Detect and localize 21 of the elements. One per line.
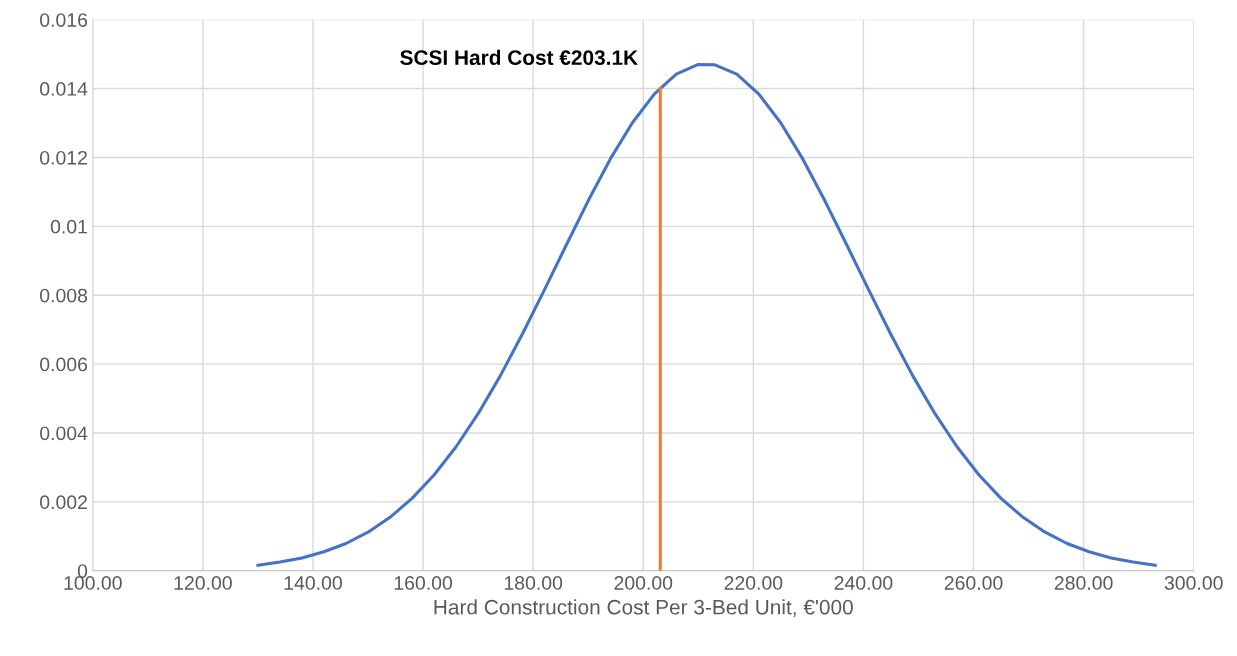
x-tick-label: 120.00 bbox=[174, 576, 232, 590]
x-tick-label: 160.00 bbox=[394, 576, 453, 590]
y-tick-label: 0.012 bbox=[40, 150, 87, 165]
x-tick-label: 140.00 bbox=[284, 576, 342, 590]
y-tick-label: 0.01 bbox=[50, 219, 87, 234]
y-tick-label: 0.014 bbox=[40, 82, 88, 96]
y-tick-label: 0.004 bbox=[40, 426, 88, 441]
x-tick-label: 220.00 bbox=[724, 576, 783, 590]
y-tick-label: 0.016 bbox=[40, 13, 88, 27]
x-tick-label: 240.00 bbox=[834, 576, 893, 590]
y-tick-label: 0.002 bbox=[40, 495, 87, 510]
y-tick-label: 0.006 bbox=[40, 357, 88, 372]
x-tick-label: 260.00 bbox=[944, 576, 1003, 590]
annotation: SCSI Hard Cost €203.1K bbox=[400, 49, 638, 66]
x-tick-label: 280.00 bbox=[1054, 576, 1113, 590]
x-tick-label: 300.00 bbox=[1164, 576, 1223, 590]
y-tick-label: 0.008 bbox=[40, 288, 88, 303]
x-axis-title: Hard Construction Cost Per 3-Bed Unit, €'000 bbox=[434, 599, 853, 618]
x-tick-label: 200.00 bbox=[614, 576, 673, 590]
x-tick-label: 180.00 bbox=[504, 576, 563, 590]
x-tick-label: 100.00 bbox=[64, 576, 122, 590]
